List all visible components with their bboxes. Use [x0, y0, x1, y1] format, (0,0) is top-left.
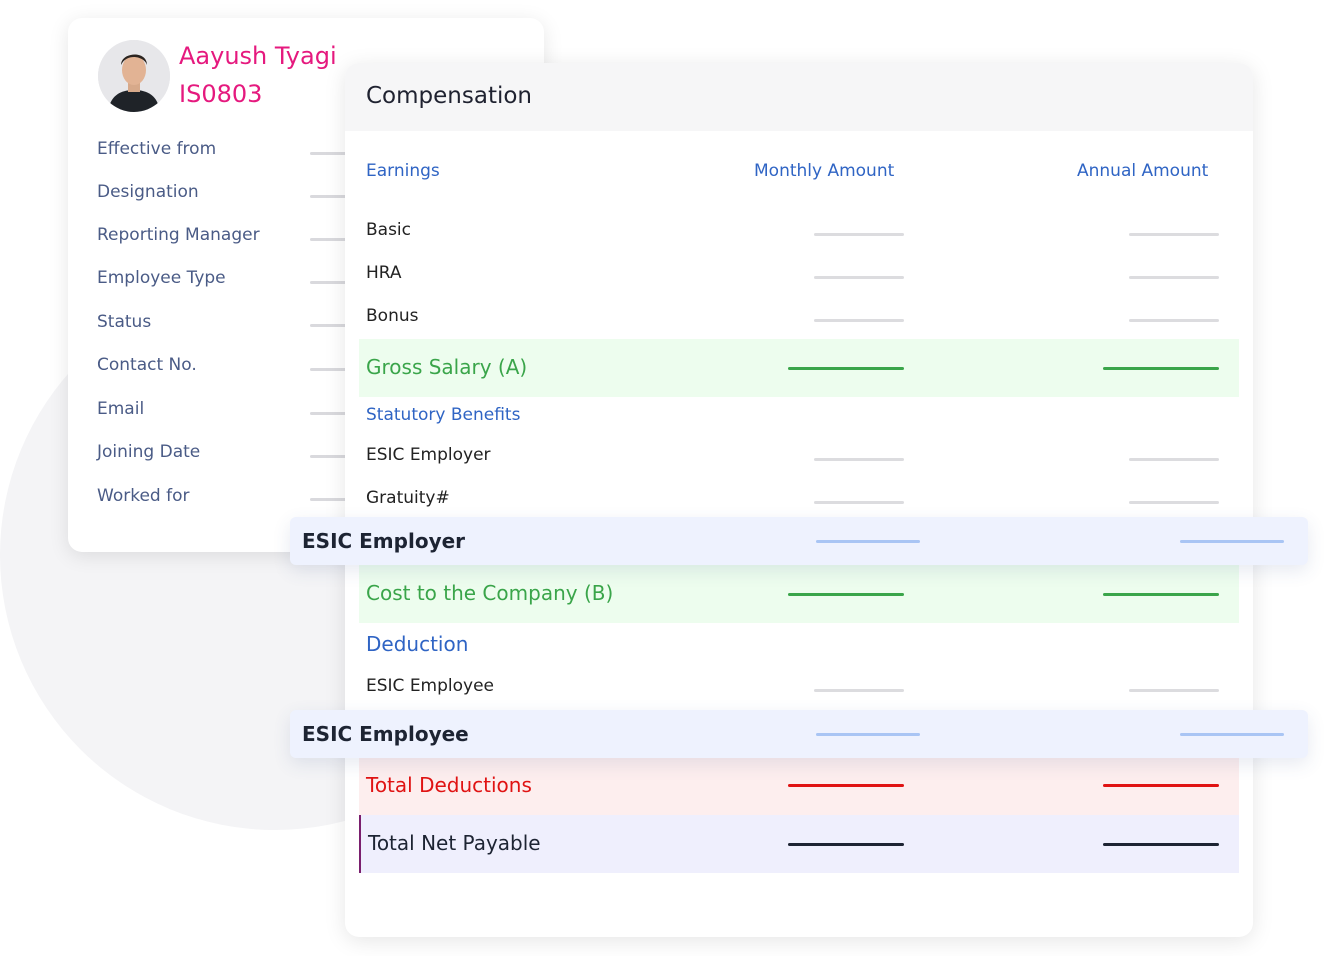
deductions-annual-amount — [1103, 784, 1219, 787]
row-label-basic: Basic — [366, 220, 412, 240]
compensation-header: Compensation — [345, 63, 1253, 131]
row-label-gratuity: Gratuity# — [366, 488, 450, 508]
field-label-joining-date: Joining Date — [97, 442, 201, 462]
monthly-amount-placeholder — [814, 458, 904, 461]
deductions-monthly-amount — [788, 784, 904, 787]
field-value-placeholder — [310, 195, 350, 198]
field-label-status: Status — [97, 312, 152, 332]
total-net-payable-row: Total Net Payable — [359, 815, 1239, 873]
field-value-placeholder — [310, 498, 350, 501]
total-deductions-row: Total Deductions — [359, 757, 1239, 815]
row-label-hra: HRA — [366, 263, 402, 283]
field-value-placeholder — [310, 152, 350, 155]
field-label-employee-type: Employee Type — [97, 268, 226, 288]
annual-amount-placeholder — [1129, 233, 1219, 236]
highlight-annual-amount — [1180, 540, 1284, 543]
field-value-placeholder — [310, 324, 350, 327]
field-label-email: Email — [97, 399, 145, 419]
annual-amount-placeholder — [1129, 276, 1219, 279]
ctc-annual-amount — [1103, 593, 1219, 596]
esic-employer-highlight: ESIC Employer — [290, 517, 1308, 565]
gross-salary-label: Gross Salary (A) — [366, 355, 528, 379]
field-label-contact-no: Contact No. — [97, 355, 197, 375]
field-value-placeholder — [310, 238, 350, 241]
employee-name: Aayush Tyagi — [179, 42, 337, 70]
column-header-monthly-amount: Monthly Amount — [754, 161, 895, 181]
gross-monthly-amount — [788, 367, 904, 370]
cost-to-company-row: Cost to the Company (B) — [359, 565, 1239, 623]
esic-employee-highlight: ESIC Employee — [290, 710, 1308, 758]
monthly-amount-placeholder — [814, 233, 904, 236]
avatar — [98, 40, 170, 112]
deduction-heading: Deduction — [366, 632, 469, 656]
row-label-esic-employer: ESIC Employer — [366, 445, 491, 465]
monthly-amount-placeholder — [814, 689, 904, 692]
row-label-bonus: Bonus — [366, 306, 419, 326]
field-value-placeholder — [310, 368, 350, 371]
esic-employee-highlight-label: ESIC Employee — [302, 722, 469, 746]
annual-amount-placeholder — [1129, 501, 1219, 504]
employee-id: IS0803 — [179, 80, 263, 108]
net-annual-amount — [1103, 843, 1219, 846]
field-label-designation: Designation — [97, 182, 199, 202]
highlight-monthly-amount — [816, 540, 920, 543]
highlight-monthly-amount — [816, 733, 920, 736]
total-net-payable-label: Total Net Payable — [368, 831, 541, 855]
annual-amount-placeholder — [1129, 458, 1219, 461]
cost-to-company-label: Cost to the Company (B) — [366, 581, 614, 605]
statutory-benefits-heading: Statutory Benefits — [366, 405, 521, 425]
esic-employer-highlight-label: ESIC Employer — [302, 529, 466, 553]
monthly-amount-placeholder — [814, 501, 904, 504]
field-label-reporting-manager: Reporting Manager — [97, 225, 260, 245]
annual-amount-placeholder — [1129, 689, 1219, 692]
field-value-placeholder — [310, 281, 350, 284]
total-deductions-label: Total Deductions — [366, 773, 532, 797]
compensation-card: Compensation Earnings Monthly Amount Ann… — [345, 63, 1253, 937]
row-label-esic-employee: ESIC Employee — [366, 676, 495, 696]
field-value-placeholder — [310, 412, 350, 415]
monthly-amount-placeholder — [814, 276, 904, 279]
ctc-monthly-amount — [788, 593, 904, 596]
gross-salary-row: Gross Salary (A) — [359, 339, 1239, 397]
field-value-placeholder — [310, 455, 350, 458]
net-monthly-amount — [788, 843, 904, 846]
compensation-title: Compensation — [366, 83, 532, 109]
column-header-annual-amount: Annual Amount — [1077, 161, 1209, 181]
field-label-worked-for: Worked for — [97, 486, 190, 506]
field-label-effective-from: Effective from — [97, 139, 217, 159]
column-header-earnings: Earnings — [366, 161, 440, 181]
monthly-amount-placeholder — [814, 319, 904, 322]
highlight-annual-amount — [1180, 733, 1284, 736]
annual-amount-placeholder — [1129, 319, 1219, 322]
gross-annual-amount — [1103, 367, 1219, 370]
